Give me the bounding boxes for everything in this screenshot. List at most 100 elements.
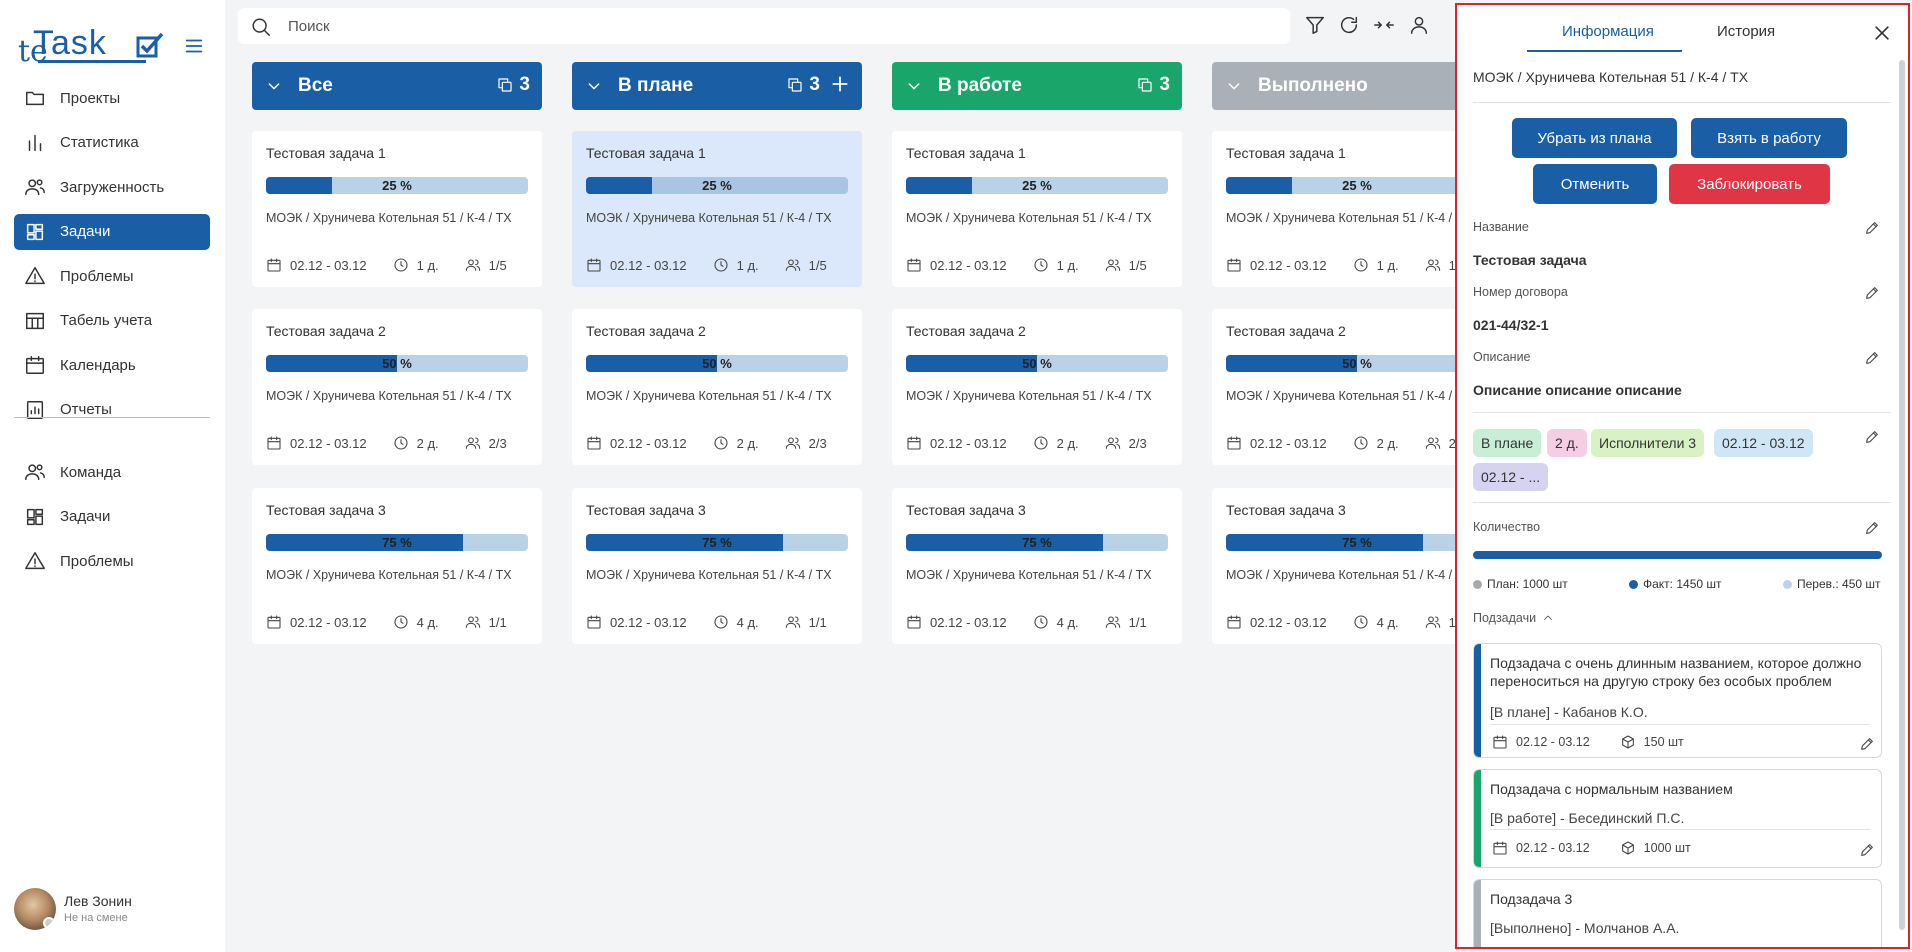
sidebar-item-label: Проекты: [60, 89, 121, 107]
add-task-icon[interactable]: [830, 74, 850, 94]
calendar-icon: [907, 615, 921, 629]
progress-label: 75 %: [382, 535, 412, 550]
user-name: Лев Зонин: [64, 893, 132, 909]
sidebar-item-items2-2[interactable]: Проблемы: [14, 543, 210, 579]
sidebar-item-items-4[interactable]: Проблемы: [14, 258, 210, 294]
chevron-down-icon[interactable]: [906, 78, 922, 94]
people-icon: [785, 616, 800, 628]
clock-icon: [1034, 615, 1048, 629]
take-to-work-button[interactable]: Взять в работу: [1691, 118, 1847, 158]
column-header-2[interactable]: В работе 3: [892, 62, 1182, 110]
filter-icon[interactable]: [1304, 14, 1326, 36]
sidebar-item-items-0[interactable]: Проекты: [14, 80, 210, 116]
sidebar-item-items-2[interactable]: Загруженность: [14, 169, 210, 205]
task-card[interactable]: Тестовая задача 1 25 % МОЭК / Хруничева Ко…: [892, 131, 1182, 287]
task-path: МОЭК / Хруничева Котельная 51 / К-4 / ТХ: [266, 389, 512, 403]
task-card[interactable]: Тестовая задача 3 75 % МОЭК / Хруничева Ко…: [572, 488, 862, 644]
edit-subtask-icon[interactable]: [1859, 842, 1875, 858]
tab-history[interactable]: История: [1717, 23, 1776, 40]
clock-icon: [394, 615, 408, 629]
task-people: 1/5: [1128, 257, 1147, 273]
subtask-card[interactable]: Подзадача с очень длинным названием, кот…: [1473, 643, 1882, 758]
task-meta: 02.12 - 03.12 4 д. 1/1: [266, 614, 507, 630]
remove-from-plan-button[interactable]: Убрать из плана: [1512, 118, 1677, 158]
subtask-edit[interactable]: [1859, 842, 1875, 858]
subtask-card[interactable]: Подзадача 3 [Выполнено] - Молчанов А.А.: [1473, 879, 1882, 947]
edit-quantity-icon[interactable]: [1864, 520, 1880, 536]
progress-label: 25 %: [702, 178, 732, 193]
task-card[interactable]: Тестовая задача 2 50 % МОЭК / Хруничева Ко…: [1212, 309, 1502, 465]
block-button[interactable]: Заблокировать: [1669, 164, 1830, 204]
progress-label: 75 %: [1022, 535, 1052, 550]
task-duration: 1 д.: [736, 257, 759, 273]
legend-over-label: Перев.: 450 шт: [1797, 577, 1881, 591]
sidebar-item-items2-0[interactable]: Команда: [14, 454, 210, 490]
task-title: Тестовая задача 1: [586, 145, 706, 161]
search-input[interactable]: [288, 14, 1188, 38]
task-path: МОЭК / Хруничева Котельная 51 / К-4 / ТХ: [1226, 211, 1472, 225]
edit-subtask-icon[interactable]: [1859, 736, 1875, 752]
sidebar-item-items-6[interactable]: Календарь: [14, 347, 210, 383]
progress-fill: [266, 355, 397, 372]
subtasks-label: Подзадачи: [1473, 611, 1537, 625]
presence-dot: [43, 917, 55, 929]
subtask-status-bar: [1474, 880, 1481, 947]
refresh-icon[interactable]: [1338, 14, 1360, 36]
column-header-0[interactable]: Все 3: [252, 62, 542, 110]
collapse-icon[interactable]: [1373, 14, 1395, 36]
calendar-icon: [587, 436, 601, 450]
people-icon: [785, 259, 800, 271]
task-details-panel: Информация История МОЭК / Хруничева Коте…: [1455, 3, 1910, 949]
menu-icon[interactable]: [183, 35, 205, 57]
task-card[interactable]: Тестовая задача 1 25 % МОЭК / Хруничева Ко…: [1212, 131, 1502, 287]
sidebar-item-items-7[interactable]: Отчеты: [14, 392, 210, 428]
chevron-down-icon[interactable]: [586, 78, 602, 94]
people-icon: [1105, 259, 1120, 271]
tag-chip: 02.12 - ...: [1473, 463, 1549, 491]
subtask-edit[interactable]: [1859, 736, 1875, 752]
task-duration: 2 д.: [416, 435, 439, 451]
task-card[interactable]: Тестовая задача 3 75 % МОЭК / Хруничева Ко…: [252, 488, 542, 644]
app-logo[interactable]: te Task: [18, 22, 168, 69]
task-meta: 02.12 - 03.12 2 д. 2/3: [266, 435, 507, 451]
people-icon: [1425, 616, 1440, 628]
subtasks-toggle[interactable]: Подзадачи: [1473, 611, 1554, 625]
edit-tags-icon[interactable]: [1864, 429, 1880, 445]
task-card[interactable]: Тестовая задача 2 50 % МОЭК / Хруничева Ко…: [572, 309, 862, 465]
tag-chip: 02.12 - 03.12: [1714, 429, 1813, 457]
scrollbar[interactable]: [1899, 60, 1905, 930]
sidebar-item-items-5[interactable]: Табель учета: [14, 303, 210, 339]
subtask-card[interactable]: Подзадача с нормальным названием [В работ…: [1473, 769, 1882, 868]
task-card[interactable]: Тестовая задача 1 25 % МОЭК / Хруничева Ко…: [572, 131, 862, 287]
task-dates: 02.12 - 03.12: [930, 435, 1007, 451]
edit-name-icon[interactable]: [1864, 220, 1880, 236]
task-card[interactable]: Тестовая задача 2 50 % МОЭК / Хруничева Ко…: [252, 309, 542, 465]
logo-underline: [38, 60, 146, 63]
close-icon[interactable]: [1872, 23, 1892, 43]
tab-info[interactable]: Информация: [1562, 23, 1654, 40]
task-card[interactable]: Тестовая задача 3 75 % МОЭК / Хруничева Ко…: [892, 488, 1182, 644]
column-count-value: 3: [1159, 74, 1170, 95]
edit-contract-icon[interactable]: [1864, 285, 1880, 301]
progress-label: 25 %: [1022, 178, 1052, 193]
chevron-down-icon[interactable]: [1226, 78, 1242, 94]
user-icon[interactable]: [1408, 14, 1430, 36]
chevron-down-icon[interactable]: [266, 78, 282, 94]
task-dates: 02.12 - 03.12: [290, 257, 367, 273]
subtask-title: Подзадача с очень длинным названием, кот…: [1490, 655, 1862, 689]
task-card[interactable]: Тестовая задача 2 50 % МОЭК / Хруничева Ко…: [892, 309, 1182, 465]
sidebar-item-items-3[interactable]: Задачи: [14, 213, 210, 250]
sidebar-item-label: Задачи: [60, 223, 111, 240]
bar-chart-icon: [28, 134, 42, 151]
user-profile[interactable]: Лев Зонин Не на смене: [14, 888, 210, 932]
sidebar-item-items2-1[interactable]: Задачи: [14, 499, 210, 535]
sidebar-item-label: Календарь: [60, 356, 136, 374]
sidebar-item-items-1[interactable]: Статистика: [14, 125, 210, 161]
task-meta: 02.12 - 03.12 1 д. 1/5: [906, 257, 1147, 273]
clock-icon: [394, 258, 408, 272]
cancel-button[interactable]: Отменить: [1533, 164, 1657, 204]
task-card[interactable]: Тестовая задача 3 75 % МОЭК / Хруничева Ко…: [1212, 488, 1502, 644]
edit-description-icon[interactable]: [1864, 350, 1880, 366]
column-header-1[interactable]: В плане 3: [572, 62, 862, 110]
task-card[interactable]: Тестовая задача 1 25 % МОЭК / Хруничева Ко…: [252, 131, 542, 287]
